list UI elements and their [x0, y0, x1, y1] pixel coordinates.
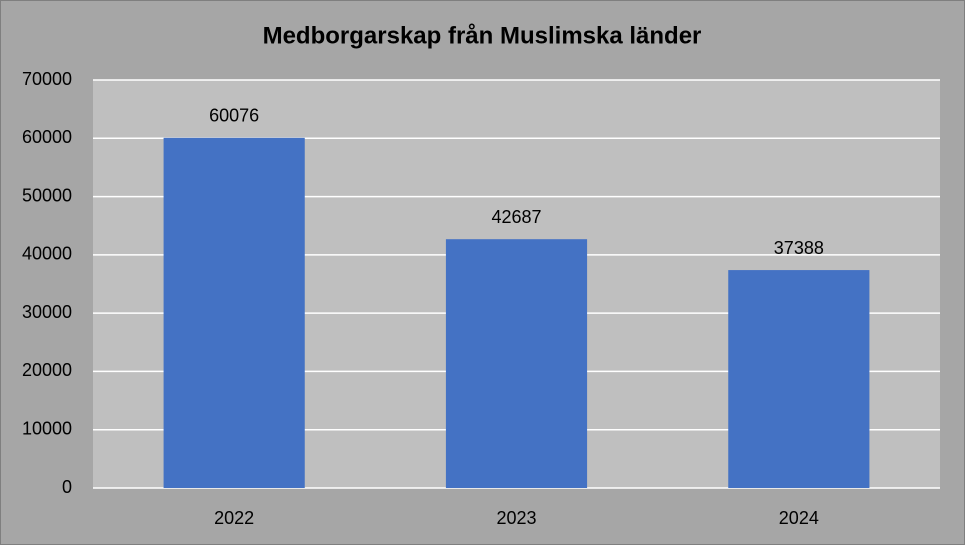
data-label: 42687 — [491, 207, 541, 227]
y-tick-label: 50000 — [22, 185, 72, 205]
y-tick-label: 0 — [62, 477, 72, 497]
y-tick-label: 40000 — [22, 244, 72, 264]
data-label: 37388 — [774, 238, 824, 258]
y-tick-label: 70000 — [22, 69, 72, 89]
y-tick-label: 10000 — [22, 418, 72, 438]
x-tick-label: 2023 — [496, 508, 536, 528]
y-tick-label: 60000 — [22, 127, 72, 147]
x-tick-label: 2024 — [779, 508, 819, 528]
y-tick-label: 30000 — [22, 302, 72, 322]
x-tick-label: 2022 — [214, 508, 254, 528]
bar — [163, 137, 305, 488]
y-tick-label: 20000 — [22, 360, 72, 380]
bar — [445, 239, 588, 488]
bar — [728, 270, 870, 488]
data-label: 60076 — [209, 106, 259, 126]
chart-title: Medborgarskap från Muslimska länder — [263, 22, 702, 49]
